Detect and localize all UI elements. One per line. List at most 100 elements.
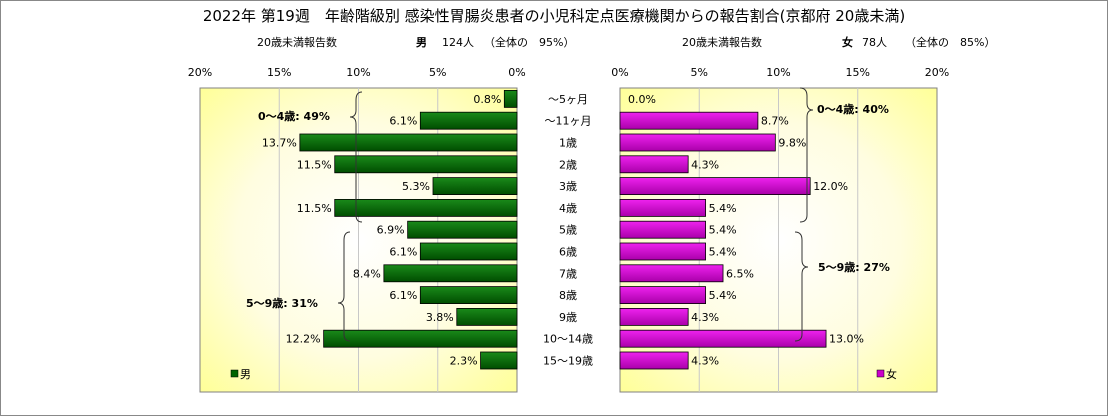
legend-male-label: 男 (240, 368, 251, 381)
brace-male-5-9 (337, 231, 351, 342)
female-value-label: 5.4% (709, 289, 737, 302)
male-bar (334, 198, 518, 217)
annotation-male-5-9: 5～9歳: 31% (246, 296, 318, 310)
male-value-label: 0.8% (473, 93, 501, 106)
category-label: 6歳 (559, 246, 577, 259)
female-bar (619, 133, 776, 152)
female-value-label: 5.4% (709, 202, 737, 215)
category-label: ～11ヶ月 (545, 115, 592, 128)
male-bar (407, 220, 518, 239)
category-label: 15～19歳 (543, 355, 593, 368)
male-bar (419, 111, 518, 130)
female-bar (619, 220, 706, 239)
header-right: 20歳未満報告数 女 78人 （全体の 85%） (682, 35, 995, 49)
category-label: 3歳 (559, 180, 577, 193)
legend-male: 男 (230, 368, 251, 381)
male-value-label: 12.2% (286, 333, 321, 346)
male-bar (323, 329, 518, 348)
female-value-label: 5.4% (709, 224, 737, 237)
male-value-label: 6.1% (389, 289, 417, 302)
male-value-label: 8.4% (353, 267, 381, 280)
category-label: 9歳 (559, 311, 577, 324)
male-value-label: 13.7% (262, 137, 297, 150)
male-value-label: 6.1% (389, 115, 417, 128)
male-value-label: 6.1% (389, 246, 417, 259)
male-value-label: 3.8% (426, 311, 454, 324)
female-value-label: 9.8% (778, 137, 806, 150)
male-bar (503, 90, 518, 108)
female-value-label: 4.3% (691, 355, 719, 368)
category-label: 1歳 (559, 137, 577, 150)
female-value-label: 0.0% (628, 93, 656, 106)
category-label: 7歳 (559, 267, 577, 280)
female-x-tick: 20% (925, 66, 949, 79)
male-value-label: 2.3% (450, 355, 478, 368)
male-value-label: 11.5% (297, 202, 332, 215)
male-bars: 0.8%6.1%13.7%11.5%5.3%11.5%6.9%6.1%8.4%6… (262, 90, 518, 370)
male-bar (456, 307, 518, 326)
header-left-sex: 男 (416, 36, 427, 49)
female-bar (619, 198, 706, 217)
header-left-share: （全体の 95%） (484, 35, 574, 49)
male-bar (383, 264, 518, 283)
female-value-label: 13.0% (829, 333, 864, 346)
male-value-label: 5.3% (402, 180, 430, 193)
female-x-tick: 5% (691, 66, 708, 79)
female-value-label: 12.0% (813, 180, 848, 193)
male-bar (432, 177, 518, 196)
female-bars: 0.0% 8.7% 9.8% 4.3% 12.0% 5.4% 5.4% 5.4% 6.5% 5.4… (619, 93, 864, 370)
female-bar (619, 351, 689, 370)
female-bar (619, 286, 706, 305)
male-x-tick: 10% (346, 66, 370, 79)
female-bar (619, 155, 689, 174)
header-left-count-label: 20歳未満報告数 (257, 36, 337, 49)
header-left-count: 124人 (442, 36, 474, 49)
x-axis-ticks: 20% 15% 10% 5% 0% 0% 5% 10% 15% 20% (188, 66, 949, 79)
category-label: 8歳 (559, 289, 577, 302)
category-label: 10～14歳 (543, 333, 593, 346)
annotation-female-5-9: 5～9歳: 27% (818, 260, 890, 274)
male-x-tick: 5% (429, 66, 446, 79)
legend-male-swatch (230, 369, 239, 378)
female-bar (619, 242, 706, 261)
female-value-label: 5.4% (709, 246, 737, 259)
female-x-tick: 15% (846, 66, 870, 79)
male-bar (480, 351, 518, 370)
female-bar (619, 177, 811, 196)
category-labels: ～5ヶ月 ～11ヶ月 1歳 2歳 3歳 4歳 5歳 6歳 7歳 8歳 9歳 10～14歳 15～19歳 (543, 93, 593, 368)
female-x-tick: 0% (611, 66, 628, 79)
male-value-label: 6.9% (377, 224, 405, 237)
male-bar (419, 242, 518, 261)
header-left: 20歳未満報告数 男 124人 （全体の 95%） (257, 35, 574, 49)
male-bar (334, 155, 518, 174)
female-value-label: 8.7% (761, 115, 789, 128)
header-right-count: 78人 (862, 36, 887, 49)
category-label: ～5ヶ月 (548, 93, 588, 106)
male-x-tick: 0% (508, 66, 525, 79)
annotation-male-0-4: 0～4歳: 49% (258, 109, 330, 123)
female-x-tick: 10% (766, 66, 790, 79)
brace-female-0-4 (799, 87, 814, 223)
legend-female-swatch (876, 369, 885, 378)
male-x-tick: 20% (188, 66, 212, 79)
category-label: 2歳 (559, 158, 577, 171)
header-right-share: （全体の 85%） (905, 35, 995, 49)
annotation-female-0-4: 0～4歳: 40% (817, 102, 889, 116)
female-value-label: 6.5% (726, 267, 754, 280)
male-x-tick: 15% (267, 66, 291, 79)
brace-female-5-9 (794, 231, 809, 342)
female-bar (619, 329, 827, 348)
legend-female: 女 (876, 367, 897, 381)
header-right-count-label: 20歳未満報告数 (682, 36, 762, 49)
category-label: 4歳 (559, 202, 577, 215)
male-bar (299, 133, 518, 152)
header-right-sex: 女 (842, 35, 853, 49)
category-label: 5歳 (559, 224, 577, 237)
female-bar (619, 264, 724, 283)
chart-title: 2022年 第19週 年齢階級別 感染性胃腸炎患者の小児科定点医療機関からの報告… (203, 7, 905, 25)
female-value-label: 4.3% (691, 158, 719, 171)
female-value-label: 4.3% (691, 311, 719, 324)
brace-male-0-4 (349, 91, 363, 223)
female-bar (619, 307, 689, 326)
